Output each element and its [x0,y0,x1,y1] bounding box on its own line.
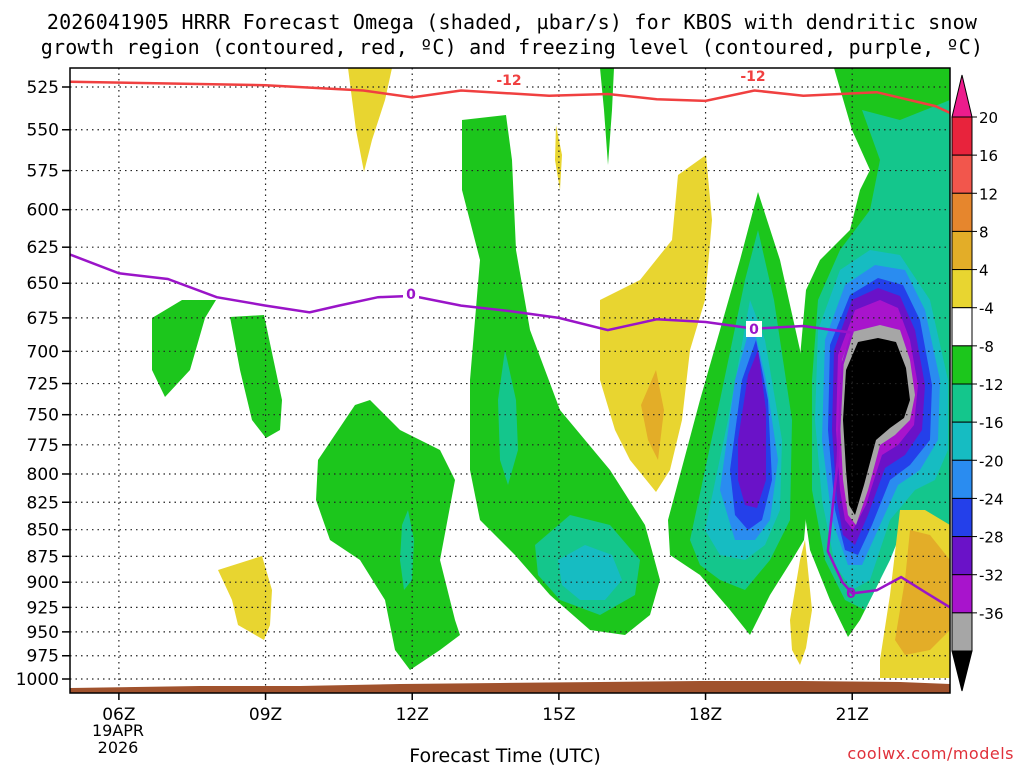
omega-area-07z [152,300,216,397]
colorbar-bin-8-12 [951,192,973,232]
purple-freezing-contour [70,253,950,609]
omega-area-teal-14z [498,350,518,485]
colorbar-bin--20--16 [951,459,973,499]
colorbar-bin-16-20 [951,116,973,156]
purple-contour-label-2: 0 [749,322,759,338]
colorbar-label--24: -24 [979,490,1004,508]
y-tick-label-875: 875 [27,547,59,567]
x-tick-label-06Z: 06Z [102,705,135,725]
y-tick-label-625: 625 [27,238,59,258]
colorbar-bin--28--24 [951,536,973,576]
y-tick-label-900: 900 [27,573,59,593]
colorbar-bin--4-0 [951,307,973,347]
y-tick-label-600: 600 [27,201,59,221]
omega-area-yellow-17z [600,155,712,492]
omega-area-teal-12z [400,510,414,590]
y-tick-label-700: 700 [27,342,59,362]
y-tick-label-850: 850 [27,521,59,541]
omega-area-14z [462,115,660,635]
y-tick-label-975: 975 [27,647,59,667]
colorbar-label--20: -20 [979,452,1004,470]
omega-area-orange-17z [641,370,664,460]
x-tick-label-18Z: 18Z [689,705,722,725]
omega-area-12z [316,400,460,670]
credit-link[interactable]: coolwx.com/models [847,744,1014,763]
y-axis: 525 550 575 600 625 650 675 700 725 750 775 800 825 8… [16,78,70,690]
y-tick-label-725: 725 [27,375,59,395]
colorbar-label-12: 12 [979,185,998,203]
plot-frame [69,67,951,694]
x-tick-label-15Z: 15Z [542,705,575,725]
colorbar-bin--32--28 [951,574,973,614]
colorbar-bin--16--12 [951,421,973,461]
chart-title-line2: growth region (contoured, red, ºC) and f… [40,35,984,59]
y-tick-label-825: 825 [27,493,59,513]
y-tick-label-550: 550 [27,121,59,141]
y-tick-label-800: 800 [27,465,59,485]
x-tick-label-21Z: 21Z [836,705,869,725]
colorbar: 20 16 12 8 4 -4 -8 -12 -16 -20 -24 -28 -32 -36 [951,74,1004,692]
grid-lines [70,68,950,693]
x-tick-label-12Z: 12Z [396,705,429,725]
chart-title-line1: 2026041905 HRRR Forecast Omega (shaded, … [46,10,978,34]
colorbar-label-4: 4 [979,262,989,280]
colorbar-bin--24--20 [951,497,973,538]
colorbar-bottom-arrow [951,650,973,692]
colorbar-bin--8--4 [951,345,973,385]
date-label-line2: 2026 [98,738,139,757]
colorbar-label--12: -12 [979,376,1004,394]
label-box-red-2 [737,68,769,84]
colorbar-bin-12-16 [951,154,973,194]
y-tick-label-750: 750 [27,406,59,426]
omega-area-yellow-09z [218,556,272,640]
y-tick-label-775: 775 [27,436,59,456]
colorbar-bin--12--8 [951,383,973,423]
purple-contour-label-3: 0 [846,586,856,602]
x-tick-label-09Z: 09Z [249,705,282,725]
x-axis: 06Z 09Z 12Z 15Z 18Z 21Z [102,693,869,725]
colorbar-bin-0-4 [951,269,973,309]
y-tick-label-650: 650 [27,274,59,294]
omega-shading: -12 -12 0 0 0 [70,68,950,693]
colorbar-label-8: 8 [979,223,989,241]
colorbar-bin--36--32 [951,612,973,652]
label-box-red-1 [493,72,525,88]
colorbar-label--28: -28 [979,529,1004,547]
purple-contour-label-1: 0 [406,287,416,303]
terrain-ground [70,681,950,693]
omega-area-09z [230,315,282,438]
colorbar-label--36: -36 [979,605,1004,623]
label-box-purple-2 [746,321,762,337]
omega-area-yellow-20z [790,540,812,665]
colorbar-label--8: -8 [979,338,994,356]
colorbar-label-16: 16 [979,147,998,165]
y-tick-label-675: 675 [27,309,59,329]
red-dgz-contour [70,80,950,115]
y-tick-label-925: 925 [27,598,59,618]
red-contour-label-2: -12 [740,69,765,85]
omega-area-cyan-15z [558,545,622,600]
omega-area-16z-top [600,68,614,165]
y-tick-label-950: 950 [27,623,59,643]
colorbar-label-20: 20 [979,109,998,127]
colorbar-label--4: -4 [979,300,994,318]
x-axis-title: Forecast Time (UTC) [409,745,601,767]
omega-area-purple-19z [738,350,766,508]
colorbar-bin-4-8 [951,230,973,271]
omega-area-orange-22z [895,530,950,655]
y-tick-label-575: 575 [27,162,59,182]
label-box-purple-1 [403,286,419,302]
colorbar-label--16: -16 [979,414,1004,432]
y-tick-label-1000: 1000 [16,670,59,690]
colorbar-top-arrow [951,74,973,118]
red-contour-label-1: -12 [496,73,521,89]
omega-area-black-21z [843,338,910,515]
colorbar-label--32: -32 [979,567,1004,585]
y-tick-label-525: 525 [27,78,59,98]
date-label-line1: 19APR [92,721,144,740]
